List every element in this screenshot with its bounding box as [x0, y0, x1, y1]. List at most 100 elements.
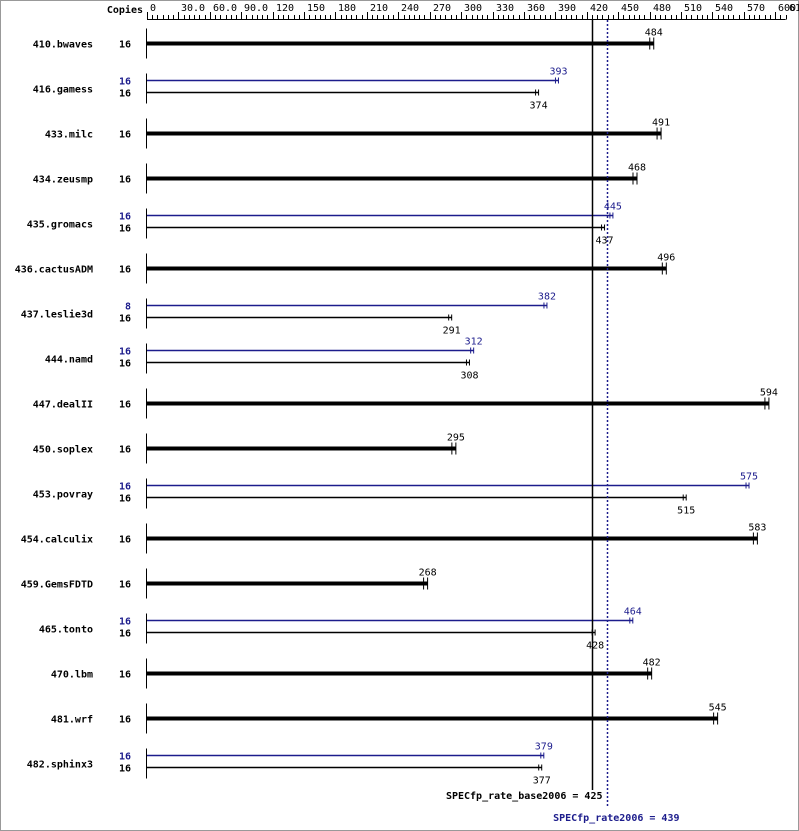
- benchmark-label: 465.tonto: [39, 625, 93, 636]
- x-tick-label: 180: [338, 3, 356, 14]
- peak-copies-label: 16: [119, 347, 131, 358]
- base-value-label: 583: [748, 523, 766, 534]
- base-copies-label: 16: [119, 40, 131, 51]
- x-tick-label: 610: [789, 3, 799, 14]
- benchmark-rows: 410.bwaves 16484416.gamess1616393374433.m…: [15, 28, 778, 787]
- benchmark-label: 482.sphinx3: [27, 759, 93, 771]
- x-tick-label: 210: [370, 3, 388, 14]
- base-value-label: 468: [628, 163, 646, 174]
- copies-header: Copies: [107, 4, 143, 16]
- benchmark-label: 416.gamess: [33, 85, 93, 96]
- benchmark-label: 447.dealII: [33, 400, 93, 411]
- base-value-label: 308: [460, 371, 478, 382]
- x-tick-label: 540: [715, 3, 733, 14]
- benchmark-row: 470.lbm 16 482: [51, 658, 661, 689]
- base-value-label: 374: [530, 101, 548, 112]
- peak-reference-label: SPECfp_rate2006 = 439: [553, 813, 679, 824]
- peak-value-label: 379: [535, 742, 553, 753]
- benchmark-row: 450.soplex 16 295: [33, 433, 465, 464]
- benchmark-label: 433.milc: [45, 129, 93, 141]
- base-value-label: 594: [760, 388, 778, 399]
- x-tick-label: 510: [684, 3, 702, 14]
- x-tick-label: 420: [590, 3, 608, 14]
- base-value-label: 491: [652, 118, 670, 129]
- base-value-label: 437: [596, 236, 614, 247]
- benchmark-row: 434.zeusmp 16 468: [33, 163, 646, 194]
- peak-value-label: 445: [604, 202, 622, 213]
- benchmark-row: 433.milc 16 491: [45, 118, 670, 149]
- base-copies-label: 16: [119, 224, 131, 235]
- benchmark-label: 434.zeusmp: [33, 175, 93, 186]
- base-copies-label: 16: [119, 175, 131, 186]
- base-copies-label: 16: [119, 580, 131, 591]
- benchmark-label: 454.calculix: [21, 534, 93, 546]
- base-copies-label: 16: [119, 629, 131, 640]
- x-tick-label: 300: [464, 3, 482, 14]
- peak-copies-label: 8: [125, 302, 131, 313]
- benchmark-label: 481.wrf: [51, 715, 93, 726]
- base-copies-label: 16: [119, 89, 131, 100]
- base-value-label: 515: [677, 506, 695, 517]
- base-copies-label: 16: [119, 400, 131, 411]
- x-tick-label: 60.0: [213, 3, 237, 14]
- benchmark-label: 453.povray: [33, 490, 93, 501]
- base-copies-label: 16: [119, 535, 131, 546]
- benchmark-row: 437.leslie3d 816 382 291: [21, 292, 556, 337]
- base-value-label: 428: [586, 641, 604, 652]
- base-copies-label: 16: [119, 445, 131, 456]
- x-tick-label: 600: [778, 3, 796, 14]
- base-copies-label: 16: [119, 764, 131, 775]
- x-tick-label: 360: [527, 3, 545, 14]
- benchmark-label: 450.soplex: [33, 445, 93, 456]
- benchmark-row: 436.cactusADM 16 496: [15, 253, 675, 284]
- x-tick-label: 330: [496, 3, 514, 14]
- x-tick-label: 30.0: [181, 3, 205, 14]
- x-tick-label: 480: [653, 3, 671, 14]
- x-tick-label: 450: [621, 3, 639, 14]
- base-copies-label: 16: [119, 265, 131, 276]
- benchmark-row: 459.GemsFDTD 16 268: [21, 568, 437, 599]
- peak-value-label: 393: [549, 67, 567, 78]
- base-value-label: 545: [709, 703, 727, 714]
- peak-value-label: 382: [538, 292, 556, 303]
- peak-copies-label: 16: [119, 212, 131, 223]
- base-value-label: 268: [419, 568, 437, 579]
- benchmark-row: 481.wrf 16 545: [51, 703, 727, 734]
- base-copies-label: 16: [119, 314, 131, 325]
- peak-copies-label: 16: [119, 482, 131, 493]
- x-tick-label: 0: [150, 3, 156, 14]
- benchmark-label: 436.cactusADM: [15, 265, 93, 276]
- peak-copies-label: 16: [119, 617, 131, 628]
- base-copies-label: 16: [119, 494, 131, 505]
- benchmark-label: 410.bwaves: [33, 40, 93, 51]
- x-tick-label: 120: [276, 3, 294, 14]
- x-tick-label: 90.0: [244, 3, 268, 14]
- base-value-label: 377: [533, 776, 551, 787]
- base-value-label: 496: [657, 253, 675, 264]
- x-axis: 0 30.0 60.0 90.0 120 150 180 210 240 270 300 330 360…: [147, 3, 799, 20]
- x-tick-label: 270: [433, 3, 451, 14]
- benchmark-label: 437.leslie3d: [21, 309, 93, 321]
- base-copies-label: 16: [119, 359, 131, 370]
- benchmark-label: 444.namd: [45, 355, 93, 366]
- base-value-label: 482: [643, 658, 661, 669]
- x-tick-label: 570: [747, 3, 765, 14]
- benchmark-row: 410.bwaves 16 484: [33, 28, 663, 59]
- benchmark-label: 435.gromacs: [27, 220, 93, 231]
- reference-lines: SPECfp_rate_base2006 = 425 SPECfp_rate200…: [446, 20, 680, 824]
- x-tick-label: 240: [401, 3, 419, 14]
- base-copies-label: 16: [119, 715, 131, 726]
- base-copies-label: 16: [119, 670, 131, 681]
- peak-copies-label: 16: [119, 752, 131, 763]
- base-value-label: 295: [447, 433, 465, 444]
- base-reference-label: SPECfp_rate_base2006 = 425: [446, 791, 603, 802]
- benchmark-label: 470.lbm: [51, 670, 93, 681]
